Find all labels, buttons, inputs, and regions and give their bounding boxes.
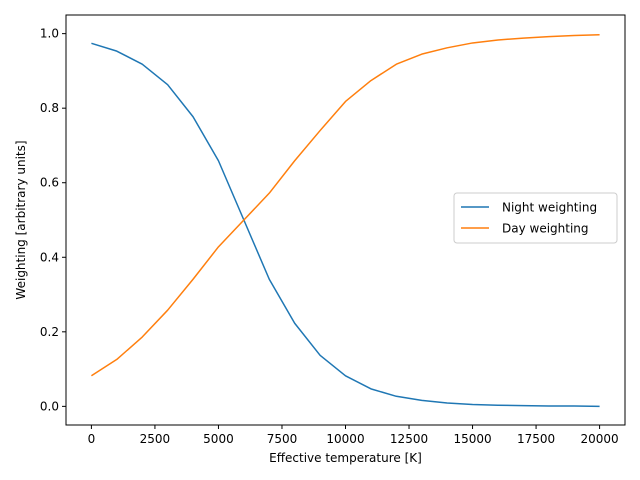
x-tick-label: 10000 (326, 432, 364, 446)
legend-label-day: Day weighting (502, 222, 589, 236)
series-line-night-weighting (91, 42, 600, 408)
legend-box (453, 192, 618, 244)
y-axis: 0.0 0.2 0.4 0.6 0.8 1.0 (40, 27, 66, 413)
legend-label-night: Night weighting (502, 201, 597, 215)
y-tick-label: 0.0 (40, 399, 59, 413)
x-tick-label: 7500 (267, 432, 298, 446)
x-tick-label: 15000 (453, 432, 491, 446)
y-tick-label: 0.4 (40, 250, 59, 264)
x-tick-label: 20000 (580, 432, 618, 446)
y-tick-label: 0.2 (40, 325, 59, 339)
x-axis-label: Effective temperature [K] (269, 451, 422, 465)
x-axis: 0 2500 5000 7500 10000 12500 15000 17500 20000 (88, 425, 619, 446)
series-line-day-weighting (91, 34, 600, 377)
legend: Night weighting Day weighting (453, 192, 618, 244)
y-tick-label: 0.6 (40, 176, 59, 190)
y-tick-label: 0.8 (40, 101, 59, 115)
series-layer (91, 34, 600, 408)
y-axis-label: Weighting [arbitrary units] (14, 140, 28, 299)
y-tick-label: 1.0 (40, 27, 59, 41)
x-tick-label: 0 (88, 432, 96, 446)
x-tick-label: 12500 (390, 432, 428, 446)
x-tick-label: 17500 (517, 432, 555, 446)
x-tick-label: 5000 (203, 432, 234, 446)
x-tick-label: 2500 (140, 432, 171, 446)
